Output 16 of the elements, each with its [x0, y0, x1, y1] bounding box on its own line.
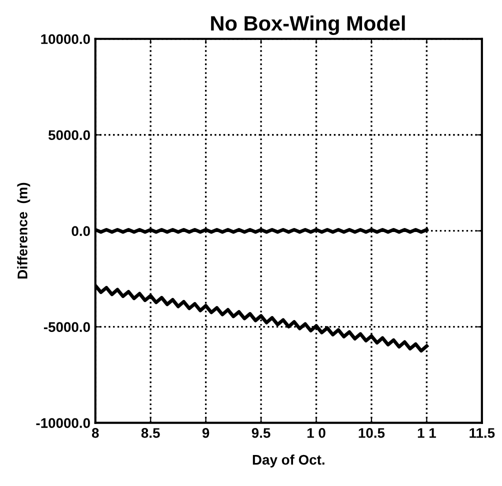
- y-axis-title: Difference (m): [17, 182, 30, 279]
- y-tick-label: 10000.0: [41, 34, 90, 44]
- y-tick-label: 5000.0: [48, 130, 90, 140]
- x-tick-label: 1 0: [307, 428, 326, 438]
- x-tick-label: 9.5: [252, 428, 270, 438]
- x-tick-label: 8: [92, 428, 99, 438]
- x-tick-label: 1 1: [418, 428, 436, 438]
- x-axis-title: Day of Oct.: [252, 454, 324, 468]
- y-tick-label: 0.0: [72, 226, 90, 236]
- x-tick-label: 11.5: [470, 428, 495, 438]
- chart-title: No Box-Wing Model: [211, 15, 405, 35]
- x-tick-label: 9: [202, 428, 210, 438]
- x-tick-label: 8.5: [141, 428, 160, 438]
- y-tick-label: -5000.0: [44, 322, 90, 332]
- x-tick-label: 10.5: [358, 428, 385, 438]
- y-tick-label: -10000.0: [36, 418, 90, 428]
